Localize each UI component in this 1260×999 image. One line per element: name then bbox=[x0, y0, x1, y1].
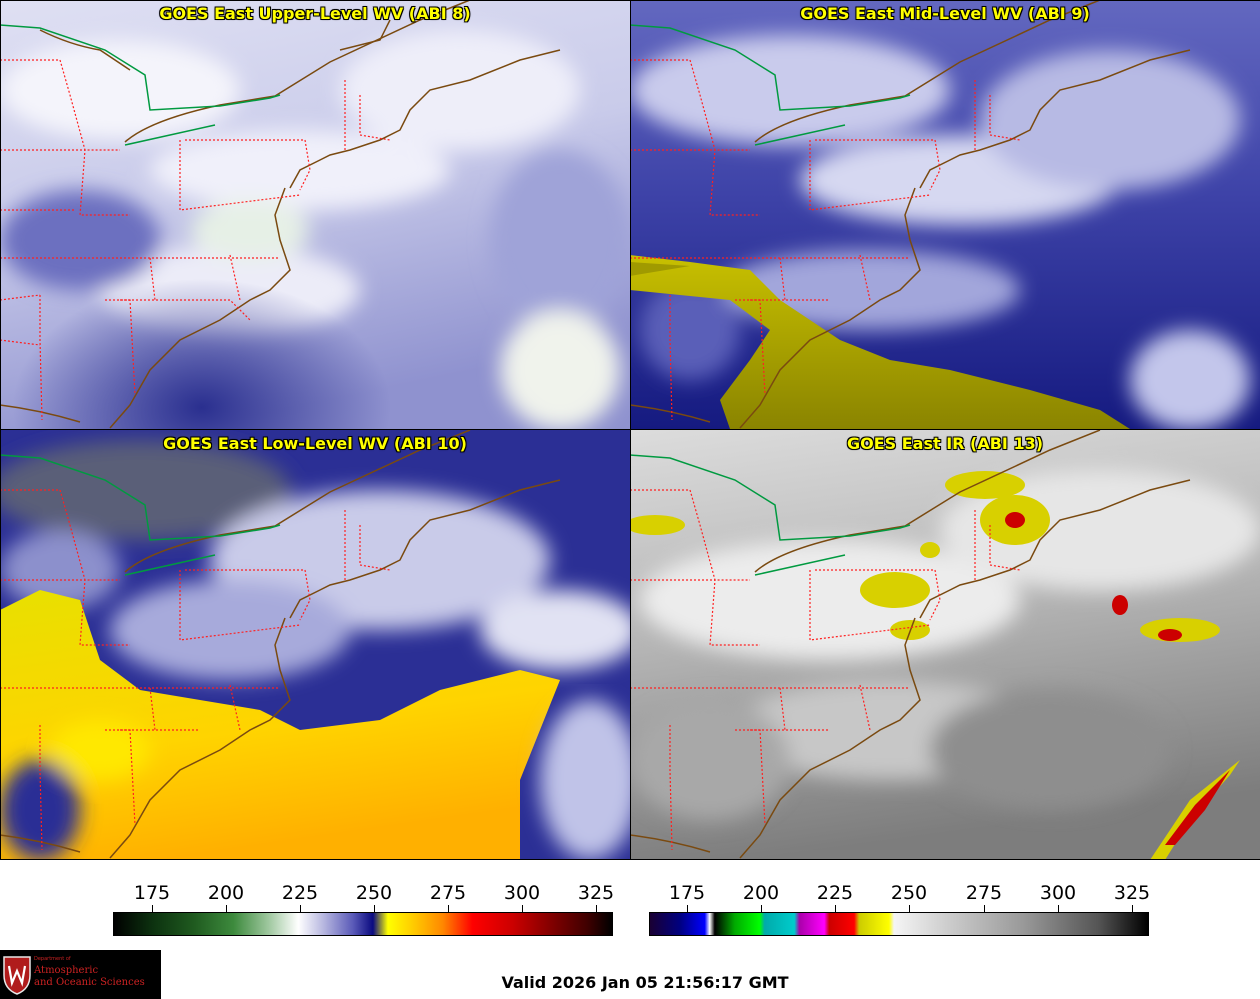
aos-logo: Department of Atmospheric and Oceanic Sc… bbox=[0, 950, 161, 999]
ir-tick-label: 200 bbox=[742, 882, 780, 904]
panel-mid-level-wv: GOES East Mid-Level WV (ABI 9) bbox=[630, 0, 1260, 429]
panel-ir: GOES East IR (ABI 13) bbox=[630, 430, 1260, 859]
logo-line2: and Oceanic Sciences bbox=[34, 977, 145, 988]
ir-tick-mark bbox=[909, 905, 910, 912]
logo-dept-text: Department of bbox=[34, 956, 71, 962]
panel-title: GOES East IR (ABI 13) bbox=[846, 434, 1044, 453]
ir-tick-label: 175 bbox=[668, 882, 706, 904]
wv-tick-label: 325 bbox=[577, 882, 615, 904]
low-level-wv-image bbox=[0, 430, 630, 859]
panel-title: GOES East Upper-Level WV (ABI 8) bbox=[159, 4, 471, 23]
logo-line1: Atmospheric bbox=[34, 965, 99, 976]
ir-colorbar bbox=[649, 912, 1149, 936]
uw-crest-icon bbox=[3, 956, 31, 995]
ir-tick-label: 225 bbox=[816, 882, 854, 904]
wv-tick-label: 250 bbox=[355, 882, 393, 904]
panel-divider-vertical bbox=[630, 0, 631, 859]
panel-upper-level-wv: GOES East Upper-Level WV (ABI 8) bbox=[0, 0, 630, 429]
wv-tick-label: 300 bbox=[503, 882, 541, 904]
ir-tick-mark bbox=[984, 905, 985, 912]
wv-tick-mark bbox=[226, 905, 227, 912]
wv-tick-mark bbox=[152, 905, 153, 912]
wv-colorbar bbox=[113, 912, 613, 936]
ir-tick-mark bbox=[761, 905, 762, 912]
wv-tick-mark bbox=[374, 905, 375, 912]
ir-tick-mark bbox=[835, 905, 836, 912]
ir-tick-label: 275 bbox=[965, 882, 1003, 904]
ir-tick-label: 325 bbox=[1113, 882, 1151, 904]
wv-tick-mark bbox=[596, 905, 597, 912]
panel-title: GOES East Mid-Level WV (ABI 9) bbox=[800, 4, 1090, 23]
ir-image bbox=[630, 430, 1260, 859]
ir-tick-mark bbox=[687, 905, 688, 912]
wv-tick-mark bbox=[522, 905, 523, 912]
panel-title: GOES East Low-Level WV (ABI 10) bbox=[163, 434, 467, 453]
mid-level-wv-image bbox=[630, 0, 1260, 429]
ir-tick-mark bbox=[1132, 905, 1133, 912]
wv-tick-mark bbox=[300, 905, 301, 912]
panel-low-level-wv: GOES East Low-Level WV (ABI 10) bbox=[0, 430, 630, 859]
wv-tick-label: 225 bbox=[281, 882, 319, 904]
wv-tick-label: 175 bbox=[133, 882, 171, 904]
wv-tick-mark bbox=[448, 905, 449, 912]
ir-tick-mark bbox=[1058, 905, 1059, 912]
upper-level-wv-image bbox=[0, 0, 630, 429]
valid-time: Valid 2026 Jan 05 21:56:17 GMT bbox=[501, 973, 789, 992]
ir-tick-label: 250 bbox=[890, 882, 928, 904]
wv-tick-label: 275 bbox=[429, 882, 467, 904]
ir-tick-label: 300 bbox=[1039, 882, 1077, 904]
wv-tick-label: 200 bbox=[207, 882, 245, 904]
